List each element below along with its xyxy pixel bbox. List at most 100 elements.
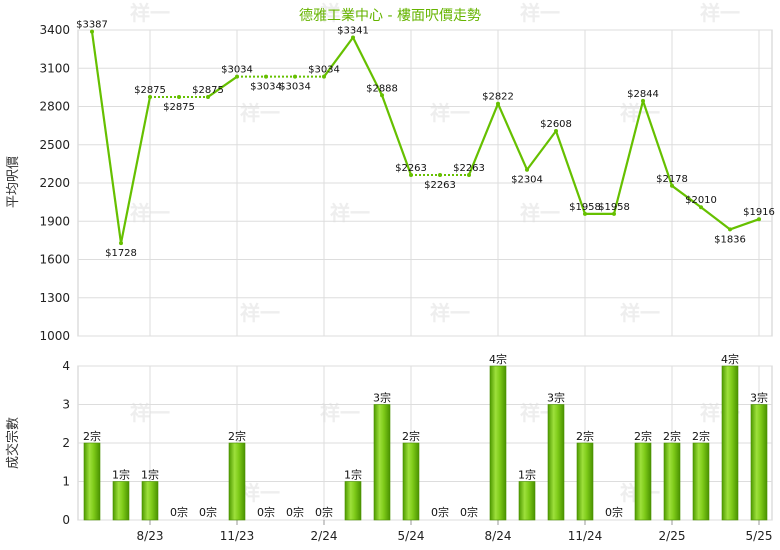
watermark-text: 祥一 xyxy=(320,1,360,25)
watermark-text: 祥一 xyxy=(240,301,280,325)
line-point xyxy=(322,74,326,79)
bar-value-label: 2宗 xyxy=(576,429,594,443)
watermark-text: 祥一 xyxy=(240,481,280,505)
line-value-label: $3034 xyxy=(308,65,340,76)
bar xyxy=(141,481,159,521)
bar xyxy=(402,442,420,521)
bar xyxy=(576,442,594,521)
line-point xyxy=(438,172,442,177)
line-point xyxy=(293,74,297,79)
bar-value-label: 2宗 xyxy=(634,429,652,443)
line-point xyxy=(612,211,616,216)
line-value-label: $2844 xyxy=(627,89,659,100)
x-tick-label: 8/24 xyxy=(485,529,512,543)
x-tick-label: 11/23 xyxy=(220,529,255,543)
watermark-text: 祥一 xyxy=(130,1,170,25)
bar-value-label: 3宗 xyxy=(547,391,565,405)
x-tick-label: 2/25 xyxy=(659,529,686,543)
watermark-text: 祥一 xyxy=(700,1,740,25)
line-point xyxy=(583,211,587,216)
line-point xyxy=(525,167,529,172)
x-tick-label: 5/24 xyxy=(398,529,425,543)
line-point xyxy=(409,172,413,177)
line-value-label: $3034 xyxy=(250,82,282,93)
data-labels: 2宗 1宗 1宗 0宗 0宗 2宗 0宗 0宗 0宗 1宗 3宗 2宗 0宗 0宗 4宗 1宗 3宗 2宗 0宗 2宗… xyxy=(76,20,775,519)
bar xyxy=(112,481,130,521)
bar-value-label: 2宗 xyxy=(663,429,681,443)
line-point xyxy=(641,98,645,103)
bar xyxy=(692,442,710,521)
line-y-tick-label: 2800 xyxy=(39,100,70,114)
bar-y-tick-label: 2 xyxy=(62,436,70,450)
bar-value-label: 0宗 xyxy=(315,505,333,519)
line-y-axis-label: 平均呎價 xyxy=(6,156,21,208)
line-segment xyxy=(729,218,760,231)
bar-y-tick-label: 0 xyxy=(62,513,70,527)
line-segment xyxy=(90,31,123,244)
bar xyxy=(489,365,507,521)
bar-value-label: 1宗 xyxy=(141,468,159,482)
line-value-label: $2010 xyxy=(685,195,717,206)
bar-y-tick-label: 4 xyxy=(62,359,70,373)
x-tick-label: 8/23 xyxy=(137,529,164,543)
line-segment xyxy=(467,103,500,176)
line-value-label: $2608 xyxy=(540,119,572,130)
line-segment xyxy=(526,130,557,171)
line-point xyxy=(351,35,355,40)
line-point xyxy=(119,241,123,246)
line-value-label: $2888 xyxy=(366,83,398,94)
x-tick-label: 11/24 xyxy=(568,529,603,543)
line-y-tick-label: 2500 xyxy=(39,138,70,152)
line-y-tick-label: 1600 xyxy=(39,253,70,267)
line-point xyxy=(380,93,384,98)
bar xyxy=(663,442,681,521)
line-value-label: $1958 xyxy=(569,202,601,213)
bar-value-label: 1宗 xyxy=(112,468,130,482)
line-point xyxy=(699,205,703,210)
line-point xyxy=(235,74,239,79)
bar-value-label: 2宗 xyxy=(83,429,101,443)
line-y-tick-label: 3400 xyxy=(39,23,70,37)
line-y-tick-label: 1300 xyxy=(39,291,70,305)
bar-y-tick-label: 1 xyxy=(62,475,70,489)
line-point xyxy=(757,217,761,222)
line-point xyxy=(670,183,674,188)
line-segment xyxy=(671,184,702,209)
line-value-label: $2263 xyxy=(453,163,485,174)
line-value-label: $2875 xyxy=(163,102,195,113)
line-point xyxy=(728,227,732,232)
bar-value-label: 2宗 xyxy=(228,429,246,443)
line-value-label: $1836 xyxy=(714,234,746,245)
line-value-label: $2263 xyxy=(395,163,427,174)
x-tick-label: 2/24 xyxy=(311,529,338,543)
bar-value-label: 0宗 xyxy=(170,505,188,519)
line-value-label: $2875 xyxy=(192,85,224,96)
line-series xyxy=(90,29,761,246)
bar-chart-grid: 0 1 2 3 4 8/23 11/23 2/24 5/24 8/24 11/24 2/25 5/25 xyxy=(62,359,773,543)
line-value-label: $3034 xyxy=(279,82,311,93)
watermark-text: 祥一 xyxy=(430,101,470,125)
line-point xyxy=(90,29,94,34)
bar xyxy=(750,404,768,521)
line-y-tick-label: 3100 xyxy=(39,61,70,75)
watermark-text: 祥一 xyxy=(430,301,470,325)
line-value-label: $1958 xyxy=(598,202,630,213)
bar-y-axis-label: 成交宗數 xyxy=(5,417,21,469)
line-value-label: $2875 xyxy=(134,85,166,96)
watermark-text: 祥一 xyxy=(520,1,560,25)
bar xyxy=(518,481,536,521)
x-tick-label: 5/25 xyxy=(746,529,773,543)
bar-value-label: 3宗 xyxy=(750,391,768,405)
chart-title: 德雅工業中心 - 樓面呎價走勢 xyxy=(299,7,481,24)
line-chart-grid: 1000 1300 1600 1900 2200 2500 2800 3100 3400 xyxy=(39,23,773,343)
line-value-label: $1916 xyxy=(743,207,775,218)
line-segment xyxy=(380,94,413,176)
bar xyxy=(721,365,739,521)
bar-value-label: 0宗 xyxy=(460,505,478,519)
line-value-label: $3341 xyxy=(337,26,369,37)
bar-series xyxy=(83,365,768,521)
bar xyxy=(634,442,652,521)
line-value-label: $1728 xyxy=(105,248,137,259)
bar-value-label: 4宗 xyxy=(489,352,507,366)
